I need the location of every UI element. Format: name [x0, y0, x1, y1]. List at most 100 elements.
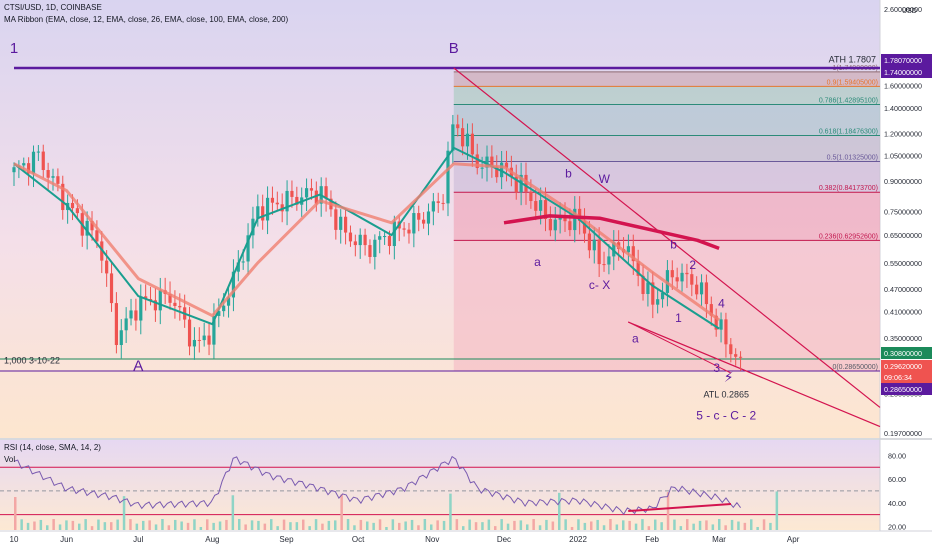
volume-bar [468, 519, 471, 530]
volume-bar [398, 522, 401, 530]
volume-bar [148, 520, 151, 530]
candle-body [358, 234, 362, 246]
candle-body [626, 246, 631, 253]
volume-bar [577, 519, 580, 530]
volume-bar [724, 525, 727, 530]
candle-body [343, 216, 348, 233]
candle-body [680, 272, 684, 282]
candle-body [734, 354, 738, 357]
volume-bar [71, 520, 75, 530]
volume-bar [455, 519, 459, 530]
volume-bar [212, 522, 215, 530]
channel-line [628, 321, 732, 374]
candle-body [602, 264, 606, 266]
volume-bar [385, 526, 388, 530]
candle-body [417, 213, 421, 220]
volume-bar [442, 520, 446, 530]
trendline-upper [453, 67, 881, 408]
candle-body [270, 197, 275, 203]
fib-zone [453, 135, 880, 162]
candle-body [461, 128, 465, 147]
wave-label: ATL 0.2865 [703, 390, 749, 400]
price-tick-label: 1.40000000 [884, 104, 922, 113]
volume-bar [634, 523, 638, 530]
candle-body [675, 277, 679, 282]
wave-label: a [632, 332, 639, 346]
price-tag [881, 347, 932, 359]
volume-bar [97, 519, 100, 530]
volume-bar [33, 521, 36, 530]
volume-bar [737, 521, 740, 530]
volume-bar [58, 524, 62, 530]
volume-bar [244, 524, 247, 530]
volume-bar [404, 521, 407, 530]
candle-body [285, 190, 289, 212]
volume-bar [711, 524, 715, 530]
rsi-title: RSI (14, close, SMA, 14, 2) [4, 443, 101, 452]
candle-body [426, 211, 431, 224]
volume-bar [359, 519, 363, 530]
price-tag-label: 09:06:34 [884, 373, 912, 382]
candle-body [738, 356, 743, 358]
volume-bar [417, 525, 420, 530]
volume-bar [474, 522, 478, 530]
price-tag [881, 383, 932, 395]
rsi-tick-label: 60.00 [888, 475, 906, 484]
candle-body [592, 239, 596, 251]
candle-body [114, 303, 119, 346]
candle-body [353, 241, 357, 246]
candle-body [470, 133, 474, 155]
candle-body [290, 190, 294, 197]
candle-body [504, 162, 509, 168]
candle-body [231, 271, 236, 298]
price-tick-label: 1.05000000 [884, 152, 922, 161]
candle-body [368, 245, 372, 257]
volume-bar [551, 521, 555, 530]
volume-bar [250, 520, 254, 530]
volume-bar [686, 519, 689, 530]
rsi-line [13, 455, 742, 516]
indicator-title: MA Ribbon (EMA, close, 12, EMA, close, 2… [4, 15, 289, 24]
candle-body [148, 299, 153, 301]
candle-body [660, 292, 665, 300]
volume-bar [20, 519, 23, 530]
fib-label: 0.9(1.59405000) [827, 79, 878, 86]
volume-bar [142, 520, 145, 530]
fib-zone [453, 86, 880, 105]
volume-bar [538, 525, 542, 530]
wave-label: c- X [589, 278, 610, 292]
candle-body [402, 228, 406, 230]
wave-label: 1 [10, 40, 18, 57]
volume-bar [161, 519, 164, 530]
lightning-icon: ⚡ [724, 370, 734, 386]
candle-body [582, 220, 587, 234]
candle-body [261, 206, 265, 221]
candle-body [27, 163, 31, 174]
wave-label: W [599, 172, 611, 186]
wave-label: a [534, 255, 541, 269]
fib-zone [453, 71, 880, 87]
candle-body [256, 206, 260, 219]
volume-bar [730, 519, 734, 530]
candle-body [217, 311, 221, 316]
candle-body [22, 163, 26, 166]
candle-body [529, 191, 533, 202]
candle-body [41, 151, 45, 171]
time-tick-label: Aug [205, 535, 219, 544]
rsi-tick-label: 20.00 [888, 522, 906, 531]
volume-bar [110, 522, 113, 530]
candle-body [192, 339, 197, 347]
candle-body [465, 133, 470, 147]
time-tick-label: 2022 [569, 535, 587, 544]
fib-label: 0.382(0.84173700) [819, 185, 878, 192]
candle-body [485, 156, 489, 168]
candle-body [631, 246, 635, 262]
price-tick-label: 0.47000000 [884, 285, 922, 294]
volume-bar [532, 519, 535, 530]
volume-bar [660, 522, 663, 530]
candle-body [304, 188, 309, 198]
candle-body [187, 319, 192, 347]
fib-label: 0.786(1.42895100) [819, 97, 878, 104]
candle-body [568, 221, 572, 231]
